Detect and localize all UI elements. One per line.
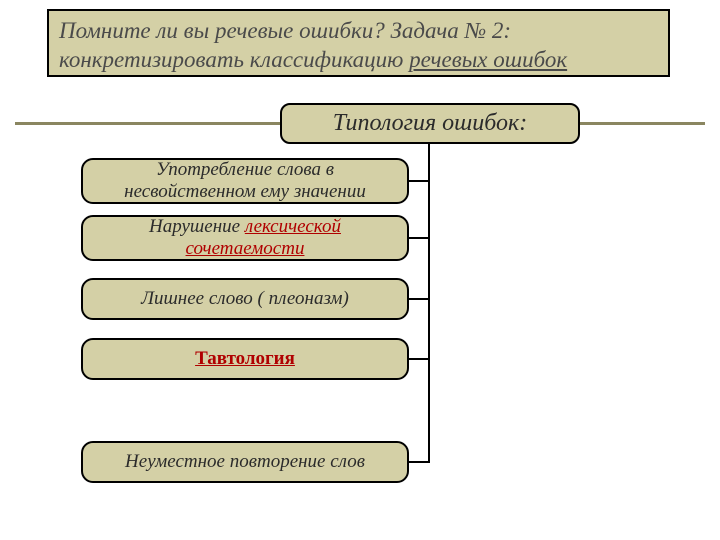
item-label: Лишнее слово ( плеоназм) (141, 288, 349, 310)
title-line2-prefix: конкретизировать классификацию (59, 47, 409, 72)
item-label: Тавтология (195, 348, 295, 370)
item-label: Нарушение лексической сочетаемости (89, 216, 401, 260)
title-line1: Помните ли вы речевые ошибки? Задача № 2… (59, 17, 658, 46)
item-box-4: Неуместное повторение слов (81, 441, 409, 483)
title-line2-underlined: речевых ошибок (409, 47, 567, 72)
branch-line-2 (409, 298, 430, 300)
branch-line-1 (409, 237, 430, 239)
item-box-0: Употребление слова в несвойственном ему … (81, 158, 409, 204)
root-label: Типология ошибок: (333, 110, 528, 137)
root-node: Типология ошибок: (280, 103, 580, 144)
item-box-2: Лишнее слово ( плеоназм) (81, 278, 409, 320)
title-box: Помните ли вы речевые ошибки? Задача № 2… (47, 9, 670, 77)
item-box-3: Тавтология (81, 338, 409, 380)
branch-line-3 (409, 358, 430, 360)
item-label: Употребление слова в несвойственном ему … (89, 159, 401, 203)
slide: Помните ли вы речевые ошибки? Задача № 2… (0, 0, 720, 540)
item-box-1: Нарушение лексической сочетаемости (81, 215, 409, 261)
trunk-line (428, 144, 430, 462)
branch-line-0 (409, 180, 430, 182)
item-label: Неуместное повторение слов (125, 451, 365, 473)
title-line2: конкретизировать классификацию речевых о… (59, 46, 658, 75)
item-label-prefix: Нарушение (149, 216, 245, 237)
branch-line-4 (409, 461, 430, 463)
